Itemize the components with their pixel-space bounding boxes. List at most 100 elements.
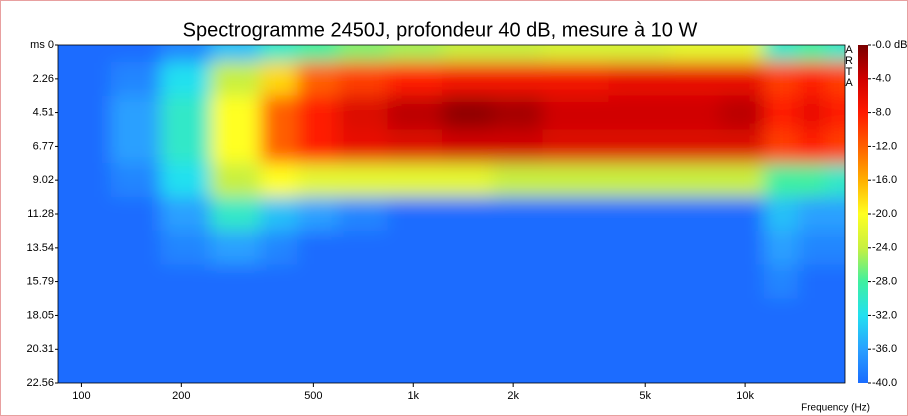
heat-cell bbox=[297, 61, 339, 97]
heat-cell bbox=[797, 95, 826, 130]
heat-cell bbox=[719, 197, 765, 232]
heat-cell bbox=[337, 230, 389, 266]
heat-cell bbox=[608, 298, 670, 333]
heat-cell bbox=[764, 332, 799, 367]
x-tick-label: 5k bbox=[639, 390, 651, 402]
heat-cell bbox=[719, 129, 765, 164]
heat-cell bbox=[797, 332, 826, 367]
heat-cell bbox=[260, 264, 298, 299]
heat-cell bbox=[764, 61, 799, 97]
x-tick-label: 100 bbox=[72, 390, 90, 402]
heat-cell bbox=[492, 264, 543, 299]
heat-cell bbox=[442, 298, 493, 333]
heat-cell bbox=[608, 61, 670, 97]
heat-cell bbox=[387, 197, 443, 232]
heat-cell bbox=[58, 230, 112, 266]
colorbar-tick-label: -16.0 bbox=[872, 174, 897, 186]
heat-cell bbox=[110, 264, 162, 299]
heat-cell bbox=[542, 332, 609, 367]
heat-cell bbox=[387, 45, 443, 63]
heat-cell bbox=[608, 366, 670, 383]
heat-cell bbox=[669, 366, 720, 383]
heat-cell bbox=[260, 129, 298, 164]
heat-cell bbox=[492, 163, 543, 198]
heat-cell bbox=[297, 45, 339, 63]
heat-cell bbox=[542, 197, 609, 232]
heat-cell bbox=[110, 129, 162, 164]
heat-cell bbox=[492, 197, 543, 232]
colorbar-tick-label: -20.0 bbox=[872, 208, 897, 220]
colorbar-tick-label: -40.0 bbox=[872, 377, 897, 389]
heat-cell bbox=[608, 45, 670, 63]
heat-cell bbox=[337, 197, 389, 232]
heat-cell bbox=[542, 61, 609, 97]
heat-cell bbox=[825, 298, 845, 333]
heat-cell bbox=[764, 298, 799, 333]
heat-cell bbox=[764, 163, 799, 198]
heat-cell bbox=[210, 129, 261, 164]
heat-cell bbox=[160, 332, 212, 367]
x-tick-label: 10k bbox=[736, 390, 754, 402]
heat-cell bbox=[210, 298, 261, 333]
heat-cell bbox=[297, 366, 339, 383]
heat-cell bbox=[764, 129, 799, 164]
x-tick-label: 500 bbox=[304, 390, 322, 402]
heat-cell bbox=[160, 45, 212, 63]
heat-cell bbox=[797, 298, 826, 333]
heat-cell bbox=[260, 230, 298, 266]
y-tick-label: 4.51 bbox=[33, 106, 54, 118]
heat-cell bbox=[442, 197, 493, 232]
heat-cell bbox=[387, 95, 443, 130]
heat-cell bbox=[669, 264, 720, 299]
heat-cell bbox=[110, 197, 162, 232]
heat-cell bbox=[542, 366, 609, 383]
heat-cell bbox=[764, 45, 799, 63]
heat-cell bbox=[608, 163, 670, 198]
heat-cell bbox=[825, 264, 845, 299]
colorbar-tick-label: -28.0 bbox=[872, 276, 897, 288]
heat-cell bbox=[442, 230, 493, 266]
y-tick-label: 22.56 bbox=[26, 377, 54, 389]
heat-cell bbox=[608, 264, 670, 299]
colorbar-tick-label: -24.0 bbox=[872, 242, 897, 254]
heat-cell bbox=[337, 163, 389, 198]
heat-cell bbox=[58, 264, 112, 299]
heat-cell bbox=[492, 366, 543, 383]
heat-cell bbox=[160, 163, 212, 198]
heat-cell bbox=[797, 45, 826, 63]
heat-cell bbox=[669, 95, 720, 130]
heat-cell bbox=[110, 230, 162, 266]
heat-cell bbox=[260, 197, 298, 232]
heat-cell bbox=[210, 230, 261, 266]
heat-cell bbox=[260, 61, 298, 97]
heat-cell bbox=[542, 95, 609, 130]
heat-cell bbox=[337, 332, 389, 367]
heat-cell bbox=[797, 197, 826, 232]
heat-cell bbox=[719, 61, 765, 97]
chart-title: Spectrogramme 2450J, profondeur 40 dB, m… bbox=[183, 19, 698, 41]
heat-cell bbox=[764, 264, 799, 299]
heat-cell bbox=[387, 230, 443, 266]
heat-cell bbox=[260, 366, 298, 383]
heat-cell bbox=[160, 264, 212, 299]
heat-cell bbox=[337, 95, 389, 130]
heat-cell bbox=[669, 298, 720, 333]
y-tick-label: 9.02 bbox=[33, 174, 54, 186]
heat-cell bbox=[442, 264, 493, 299]
heat-cell bbox=[719, 298, 765, 333]
heat-cell bbox=[58, 332, 112, 367]
heat-cell bbox=[442, 95, 493, 130]
heat-cell bbox=[58, 45, 112, 63]
heat-cell bbox=[297, 230, 339, 266]
heat-cell bbox=[669, 129, 720, 164]
heat-cell bbox=[160, 366, 212, 383]
heat-cell bbox=[542, 298, 609, 333]
heat-cell bbox=[492, 230, 543, 266]
heat-cell bbox=[160, 61, 212, 97]
heat-cell bbox=[542, 230, 609, 266]
heat-cell bbox=[719, 264, 765, 299]
heat-cell bbox=[260, 163, 298, 198]
heat-cell bbox=[442, 366, 493, 383]
heat-cell bbox=[387, 129, 443, 164]
heat-cell bbox=[442, 163, 493, 198]
